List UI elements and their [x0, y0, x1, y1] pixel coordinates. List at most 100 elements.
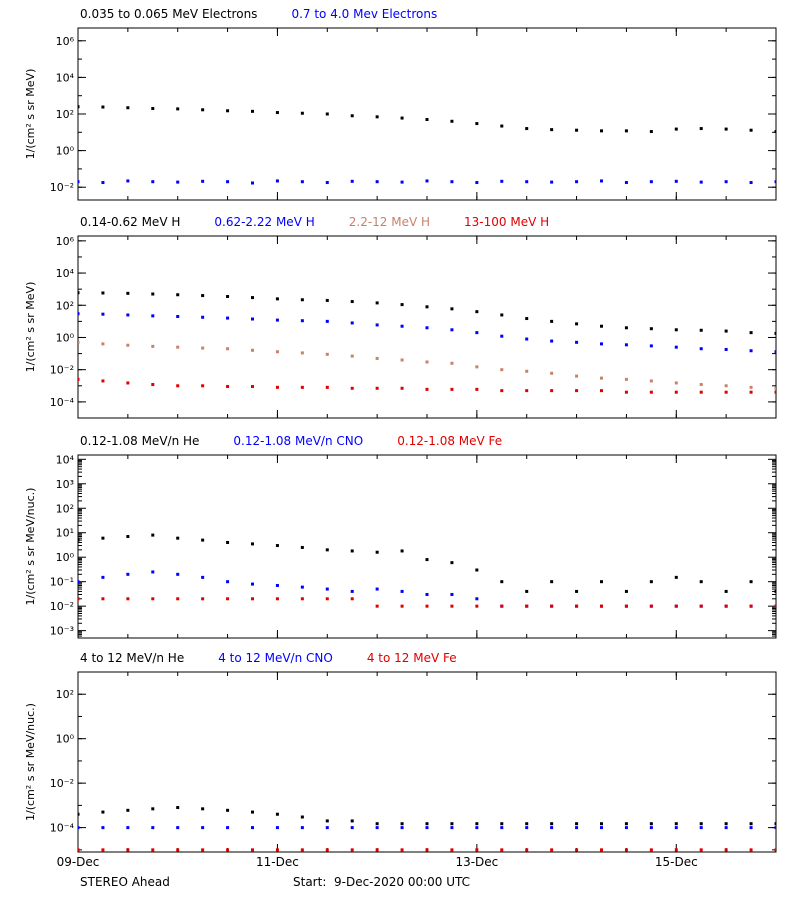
data-point — [575, 604, 579, 608]
data-point — [550, 339, 554, 343]
data-point — [575, 589, 579, 593]
data-point — [674, 328, 678, 332]
data-point — [400, 589, 404, 593]
data-point — [300, 848, 304, 852]
data-point — [500, 580, 504, 584]
data-point — [275, 350, 279, 354]
y-tick-label: 10⁶ — [56, 235, 75, 248]
data-point — [151, 314, 155, 318]
data-point — [300, 298, 304, 302]
data-point — [425, 179, 429, 183]
data-point — [624, 181, 628, 185]
data-point — [450, 361, 454, 365]
data-point — [500, 179, 504, 183]
data-point — [600, 129, 603, 133]
data-point — [475, 365, 479, 369]
data-point — [375, 386, 379, 390]
data-point — [724, 589, 728, 593]
data-point — [550, 371, 554, 375]
data-point — [749, 385, 753, 389]
data-point — [325, 298, 329, 302]
data-point — [425, 305, 429, 309]
y-tick-label: 10⁰ — [56, 551, 75, 564]
data-point — [550, 389, 554, 393]
data-point — [251, 348, 254, 352]
data-point — [201, 807, 205, 811]
data-point — [450, 592, 454, 596]
data-point — [724, 347, 728, 351]
data-point — [475, 387, 479, 391]
data-point — [699, 826, 703, 830]
data-point — [350, 597, 354, 601]
data-point — [649, 580, 653, 584]
data-point — [699, 127, 703, 131]
data-point — [724, 826, 728, 830]
data-point — [649, 180, 653, 184]
data-point — [226, 540, 230, 544]
data-point — [450, 822, 454, 826]
data-point — [78, 377, 80, 381]
data-point — [300, 319, 304, 323]
x-tick-label: 13-Dec — [455, 855, 498, 869]
data-point — [78, 580, 80, 584]
data-point — [350, 354, 354, 358]
data-point — [126, 848, 130, 852]
data-point — [550, 848, 554, 852]
data-point — [600, 389, 603, 393]
plot-frame — [77, 27, 777, 201]
data-point — [201, 848, 205, 852]
data-point — [425, 360, 429, 364]
x-tick-label: 11-Dec — [256, 855, 299, 869]
data-point — [400, 549, 404, 553]
data-point — [350, 386, 354, 390]
x-tick-label: 09-Dec — [57, 855, 100, 869]
data-point — [126, 572, 130, 576]
data-point — [400, 826, 404, 830]
data-point — [550, 319, 554, 323]
data-point — [624, 604, 628, 608]
data-point — [450, 561, 454, 565]
data-point — [226, 848, 230, 852]
data-point — [550, 822, 554, 826]
data-point — [475, 826, 479, 830]
data-point — [624, 326, 628, 330]
data-point — [400, 180, 404, 184]
data-point — [78, 312, 80, 316]
data-point — [649, 327, 653, 331]
data-point — [699, 848, 703, 852]
legend-entry: 4 to 12 MeV/n CNO — [218, 651, 333, 665]
data-point — [300, 111, 304, 115]
data-point — [101, 826, 105, 830]
data-point — [126, 597, 130, 601]
data-point — [674, 390, 678, 394]
data-point — [724, 848, 728, 852]
data-point — [450, 328, 454, 332]
data-point — [724, 329, 728, 333]
data-point — [724, 390, 728, 394]
data-point — [525, 127, 529, 131]
data-point — [600, 822, 603, 826]
data-point — [649, 344, 653, 348]
data-point — [575, 389, 579, 393]
mission-label: STEREO Ahead — [80, 875, 170, 889]
data-point — [774, 604, 776, 608]
data-point — [126, 826, 130, 830]
data-point — [525, 848, 529, 852]
data-point — [400, 358, 404, 362]
data-point — [126, 808, 130, 812]
data-point — [525, 369, 529, 373]
data-point — [674, 826, 678, 830]
data-point — [425, 387, 429, 391]
plot-area — [78, 105, 776, 185]
y-tick-label: 10⁴ — [56, 71, 75, 84]
panel: 10⁻² 10⁰ 10² 10⁴ 10⁶ 1/(cm² s sr MeV) 0.035 to… — [24, 7, 777, 201]
y-tick-label: 10¹ — [56, 527, 74, 540]
data-point — [151, 180, 155, 184]
data-point — [749, 331, 753, 335]
data-point — [600, 604, 603, 608]
data-point — [275, 812, 279, 816]
data-point — [275, 297, 279, 301]
data-point — [375, 587, 379, 591]
data-point — [774, 589, 776, 593]
data-point — [251, 597, 254, 601]
